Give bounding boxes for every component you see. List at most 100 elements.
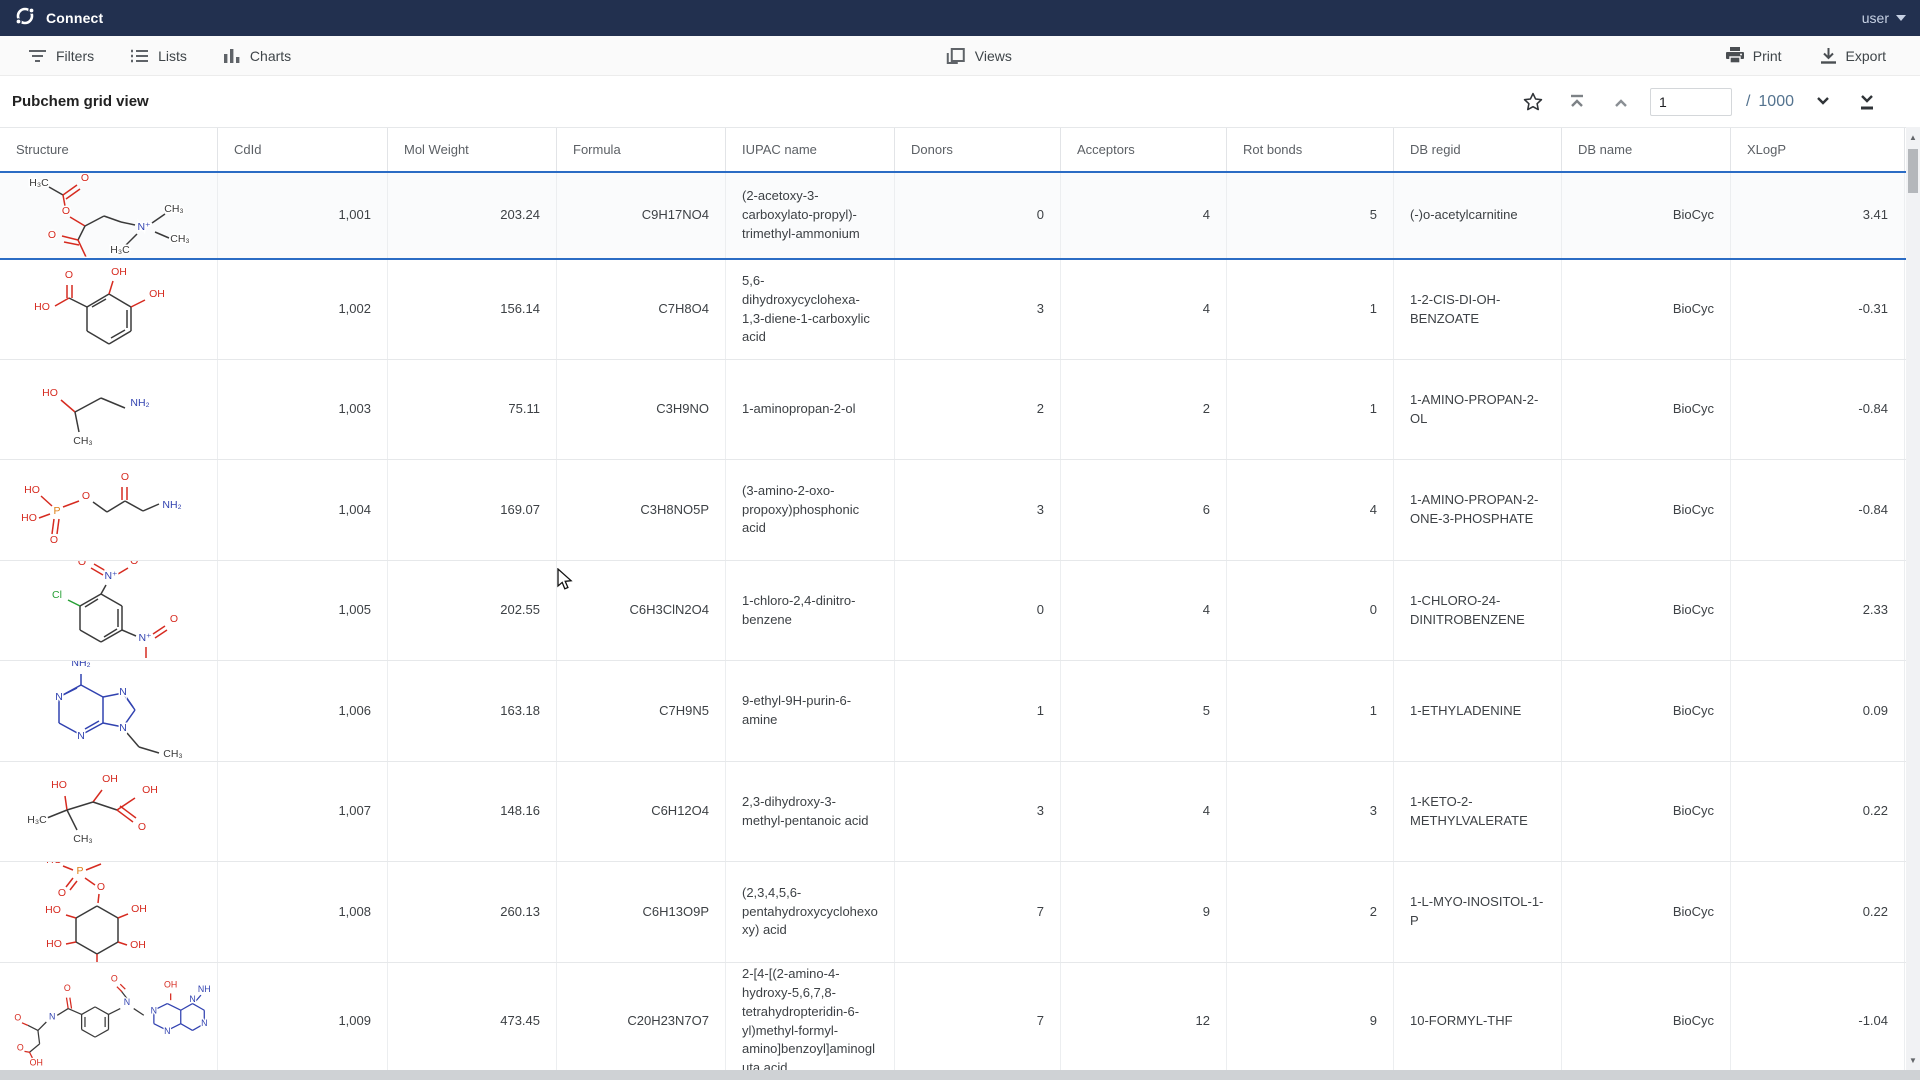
cell-value: 0.22 [1862,903,1888,919]
svg-text:OH: OH [131,903,147,915]
download-icon [1820,47,1837,64]
cell-db_regid: 1-AMINO-PROPAN-2-ONE-3-PHOSPHATE [1394,460,1562,560]
cell-value: 4 [1369,501,1377,517]
filters-button[interactable]: Filters [14,40,108,72]
charts-button-label: Charts [249,47,292,64]
print-button[interactable]: Print [1712,39,1796,72]
table-row[interactable]: HO OH H₃C CH₃ O OH 1,007 148.16 C6H12O4 2,3-dihyd… [0,762,1906,862]
cell-db_name: BioCyc [1562,260,1731,359]
cell-rot_bonds: 0 [1227,561,1394,660]
svg-text:HO: HO [34,301,50,313]
cell-rot_bonds: 1 [1227,661,1394,761]
molecule-structure-image: HO OH H₃C CH₃ O OH [25,771,159,846]
svg-text:HO: HO [46,938,62,950]
column-header-formula[interactable]: Formula [557,128,726,171]
cell-value: 4 [1202,207,1210,223]
cell-value: 9-ethyl-9H-purin-6-amine [742,693,852,727]
last-page-button[interactable] [1852,87,1882,117]
column-header-db_name[interactable]: DB name [1562,128,1731,171]
vertical-scrollbar[interactable]: ▲ ▼ [1906,127,1920,1070]
svg-text:HO: HO [51,779,67,791]
cell-cdid: 1,005 [218,561,388,660]
table-row[interactable]: Cl N⁺ O O⁻ N⁺ O O⁻ 1,005 202.55 C6H3ClN2O4 1-chlor… [0,561,1906,661]
lists-button[interactable]: Lists [116,40,201,72]
table-row[interactable]: O HO OH OH 1,002 156.14 C7H8O4 5,6-dihydroxycyc… [0,260,1906,360]
column-header-donors[interactable]: Donors [895,128,1061,171]
svg-text:O: O [81,490,89,502]
svg-text:HO: HO [45,904,61,916]
cell-cdid: 1,002 [218,260,388,359]
table-row[interactable]: H₃COOOO⁻N⁺CH₃CH₃H₃C1,001203.24C9H17NO4(2… [0,173,1906,260]
charts-button[interactable]: Charts [209,40,305,72]
column-header-rot_bonds[interactable]: Rot bonds [1227,128,1394,171]
first-page-button[interactable] [1562,87,1592,117]
cell-db_name: BioCyc [1562,862,1731,962]
page-title: Pubchem grid view [12,93,149,110]
horizontal-scrollbar[interactable] [0,1070,1920,1080]
favorite-star-button[interactable] [1518,87,1548,117]
cell-rot_bonds: 2 [1227,862,1394,962]
scrollbar-thumb[interactable] [1908,149,1918,193]
cell-structure: HOO⁻POOHOHOOHOHOH [0,862,218,962]
cell-value: C3H8NO5P [640,501,709,517]
scroll-down-arrow-icon[interactable]: ▼ [1909,1055,1917,1065]
cell-db_name: BioCyc [1562,661,1731,761]
chevron-down-icon [1896,15,1906,21]
views-button[interactable]: Views [932,39,1026,73]
cell-mol_weight: 156.14 [388,260,557,359]
export-button[interactable]: Export [1806,39,1900,72]
cell-xlogp: 2.33 [1731,561,1905,660]
svg-text:N: N [189,993,195,1003]
cell-rot_bonds: 1 [1227,360,1394,459]
scroll-up-arrow-icon[interactable]: ▲ [1909,132,1917,142]
previous-page-button[interactable] [1606,87,1636,117]
svg-text:N: N [49,1011,55,1021]
cell-value: 1-aminopropan-2-ol [742,401,856,417]
toolbar-right: Print Export [1712,39,1920,72]
cell-acceptors: 5 [1061,661,1227,761]
molecule-structure-image: NH₂ N N N N CH₃ [53,661,184,761]
svg-text:O⁻: O⁻ [82,256,96,259]
svg-text:P: P [76,865,83,877]
cell-acceptors: 4 [1061,260,1227,359]
svg-text:N⁺: N⁺ [137,221,150,233]
table-row[interactable]: ONOOOHNONNNNOHNH₂1,009473.45C20H23N7O72-… [0,963,1906,1070]
brand: Connect [14,5,103,32]
svg-text:NH₂: NH₂ [198,983,211,993]
cell-db_regid: 1-KETO-2-METHYLVALERATE [1394,762,1562,861]
cell-value: 203.24 [500,207,540,223]
table-row[interactable]: HO HO P O O O NH₂ 1,004 169.07 C3H8NO5P (3-amino-2… [0,460,1906,561]
svg-text:OH: OH [30,1057,43,1067]
column-header-cdid[interactable]: CdId [218,128,388,171]
svg-text:O: O [47,229,55,241]
cell-value: BioCyc [1672,401,1714,417]
column-header-iupac[interactable]: IUPAC name [726,128,895,171]
cell-value: 1 [1369,702,1377,718]
svg-text:NH₂: NH₂ [130,397,149,409]
table-row[interactable]: HO NH₂ CH₃ 1,003 75.11 C3H9NO 1-aminopropan-2-… [0,360,1906,460]
cell-mol_weight: 203.24 [388,173,557,258]
svg-text:Cl: Cl [52,589,62,601]
column-header-acceptors[interactable]: Acceptors [1061,128,1227,171]
cell-db_regid: 1-L-MYO-INOSITOL-1-P [1394,862,1562,962]
next-page-button[interactable] [1808,87,1838,117]
column-header-mol_weight[interactable]: Mol Weight [388,128,557,171]
svg-text:O: O [96,881,104,893]
column-header-db_regid[interactable]: DB regid [1394,128,1562,171]
user-menu[interactable]: user [1862,10,1906,26]
cell-iupac: 9-ethyl-9H-purin-6-amine [726,661,895,761]
cell-acceptors: 6 [1061,460,1227,560]
cell-value: 148.16 [500,803,540,819]
table-row[interactable]: HOO⁻POOHOHOOHOHOH1,008260.13C6H13O9P(2,3… [0,862,1906,963]
cell-formula: C7H8O4 [557,260,726,359]
cell-value: 1,004 [338,501,371,517]
column-header-structure[interactable]: Structure [0,128,218,171]
cell-value: (2-acetoxy-3-carboxylato-propyl)-trimeth… [742,188,860,241]
page-number-input[interactable] [1649,87,1732,116]
table-row[interactable]: NH₂ N N N N CH₃ 1,006 163.18 C7H9N5 9-ethyl-9H-pu… [0,661,1906,762]
cell-value: -0.84 [1858,501,1888,517]
svg-text:H₃C: H₃C [110,244,130,256]
column-header-xlogp[interactable]: XLogP [1731,128,1905,171]
cell-structure: O HO OH OH [0,260,218,359]
cell-value: 260.13 [500,903,540,919]
